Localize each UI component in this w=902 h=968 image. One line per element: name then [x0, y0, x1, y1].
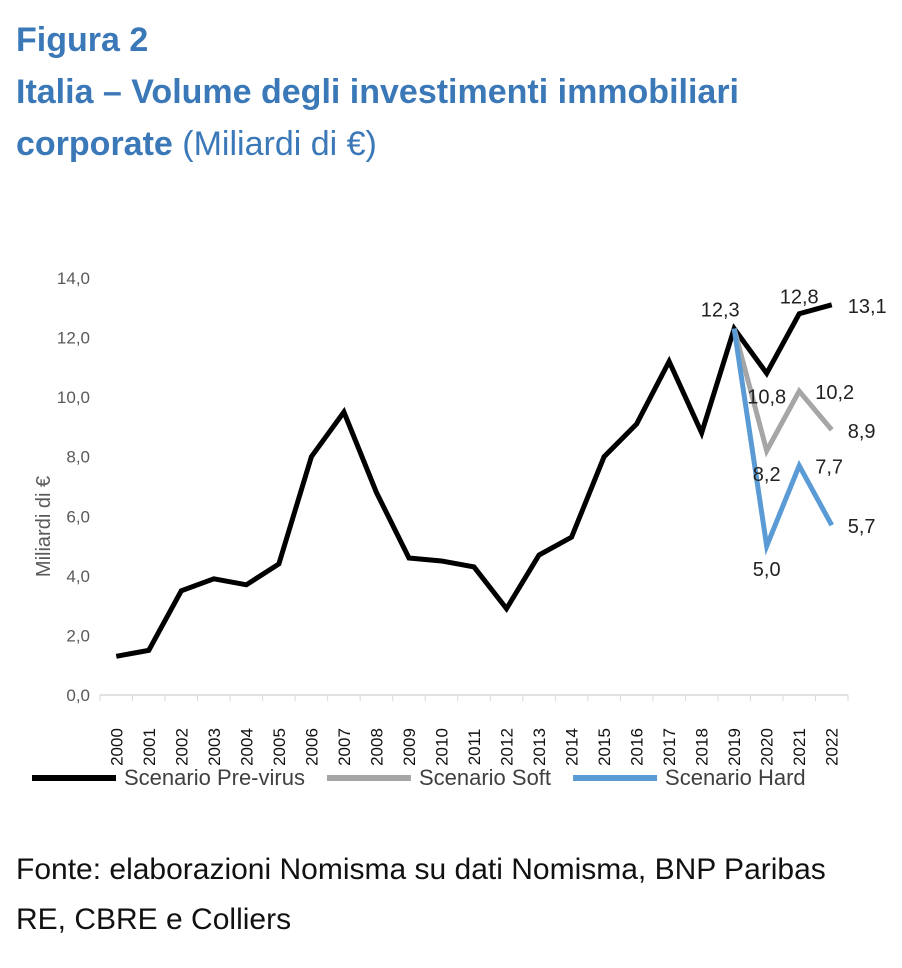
figure-header: Figura 2 Italia – Volume degli investime…	[16, 14, 886, 170]
x-tick-label: 2001	[140, 728, 159, 766]
figure-title-unit: (Miliardi di €)	[182, 125, 377, 163]
y-tick-label: 14,0	[57, 269, 90, 288]
data-label: 10,8	[747, 386, 786, 408]
data-label: 5,0	[753, 559, 781, 581]
legend-label: Scenario Pre-virus	[124, 765, 305, 790]
figure-title-text: Italia – Volume degli investimenti immob…	[16, 73, 739, 163]
x-tick-label: 2016	[628, 728, 647, 766]
x-tick-label: 2015	[595, 728, 614, 766]
data-label: 8,9	[848, 421, 876, 443]
figure-label: Figura 2	[16, 21, 149, 59]
y-tick-label: 8,0	[66, 448, 90, 467]
x-tick-label: 2007	[335, 728, 354, 766]
y-tick-label: 2,0	[66, 626, 90, 645]
x-tick-label: 2020	[758, 728, 777, 766]
y-tick-label: 10,0	[57, 388, 90, 407]
x-tick-label: 2006	[302, 728, 321, 766]
y-tick-label: 0,0	[66, 686, 90, 705]
x-tick-label: 2012	[498, 728, 517, 766]
series-line-scenario-hard	[731, 328, 834, 556]
x-tick-label: 2008	[367, 728, 386, 766]
line-chart: 0,0 2,0 4,0 6,0 8,0 10,0 12,0 14,0 Miliardi di €…	[32, 269, 887, 790]
source-note: Fonte: elaborazioni Nomisma su dati Nomi…	[16, 853, 826, 936]
x-tick-label: 2022	[823, 728, 842, 766]
x-tick-label: 2014	[563, 728, 582, 766]
x-tick-label: 2013	[530, 728, 549, 766]
data-label: 13,1	[848, 296, 887, 318]
x-tick-label: 2011	[465, 729, 484, 766]
legend-label: Scenario Soft	[419, 765, 551, 790]
x-tick-label: 2017	[660, 728, 679, 766]
y-axis-title: Miliardi di €	[33, 476, 55, 577]
legend-label: Scenario Hard	[665, 765, 806, 790]
y-tick-label: 4,0	[66, 567, 90, 586]
figure-title: Italia – Volume degli investimenti immob…	[16, 66, 886, 170]
x-tick-label: 2021	[790, 728, 809, 766]
x-tick-label: 2000	[107, 728, 126, 766]
data-label: 10,2	[815, 382, 854, 404]
series-line-scenario-soft	[731, 327, 834, 458]
x-tick-label: 2003	[205, 728, 224, 766]
data-label: 12,3	[701, 300, 740, 322]
y-tick-label: 6,0	[66, 507, 90, 526]
data-label: 5,7	[848, 516, 876, 538]
x-tick-label: 2004	[237, 728, 256, 766]
series-line-scenario-pre-virus	[115, 302, 833, 659]
x-tick-label: 2018	[693, 728, 712, 766]
data-label: 12,8	[780, 287, 819, 309]
x-tick-label: 2002	[172, 728, 191, 766]
data-label: 7,7	[815, 457, 843, 479]
x-tick-label: 2010	[432, 728, 451, 766]
x-tick-label: 2005	[270, 728, 289, 766]
data-label: 8,2	[753, 464, 781, 486]
y-tick-label: 12,0	[57, 329, 90, 348]
x-tick-label: 2009	[400, 728, 419, 766]
x-tick-label: 2019	[725, 728, 744, 766]
